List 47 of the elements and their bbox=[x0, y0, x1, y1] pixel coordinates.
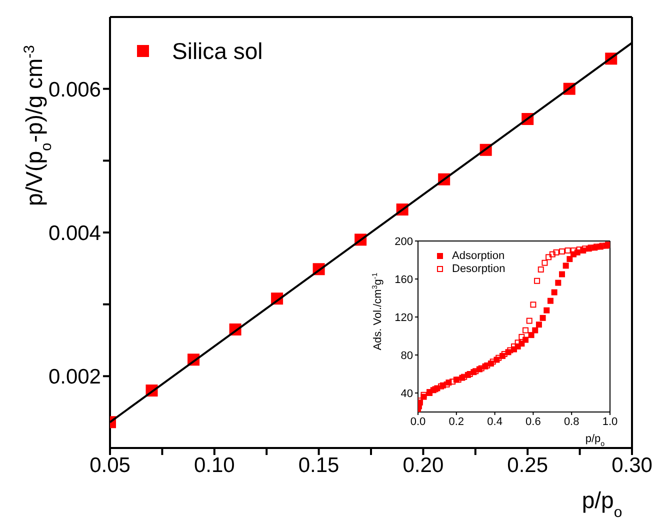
y-tick-label: 160 bbox=[394, 274, 413, 286]
x-tick-label: 0.15 bbox=[298, 454, 340, 477]
point bbox=[544, 307, 550, 314]
x-tick-label: 0.6 bbox=[526, 416, 541, 428]
point bbox=[559, 248, 565, 254]
x-tick-label: 0.0 bbox=[410, 416, 426, 428]
point bbox=[542, 260, 548, 266]
point bbox=[536, 322, 542, 328]
x-axis-title: p/p$_{o}$ bbox=[585, 433, 605, 448]
point bbox=[547, 298, 554, 304]
point bbox=[555, 280, 562, 286]
x-tick-label: 0.10 bbox=[194, 454, 235, 477]
x-tick-label: 0.30 bbox=[612, 454, 652, 477]
point bbox=[562, 262, 569, 269]
legend-label: Desorption bbox=[452, 262, 506, 276]
x-tick-label: 1.0 bbox=[602, 416, 618, 428]
point bbox=[564, 248, 571, 254]
point bbox=[534, 278, 540, 284]
point bbox=[551, 289, 558, 296]
point bbox=[546, 254, 552, 260]
point bbox=[566, 256, 573, 262]
x-tick-label: 0.20 bbox=[402, 454, 444, 477]
y-tick-label: 40 bbox=[400, 388, 413, 400]
point bbox=[522, 327, 529, 334]
x-tick-label: 0.8 bbox=[564, 416, 580, 428]
y-tick-label: 0.006 bbox=[48, 78, 101, 102]
legend-label: Silica sol bbox=[172, 38, 263, 64]
point bbox=[553, 249, 560, 256]
y-tick-label: 200 bbox=[394, 236, 413, 248]
point bbox=[518, 334, 525, 340]
point bbox=[526, 318, 532, 324]
x-tick-label: 0.25 bbox=[507, 454, 548, 477]
y-tick-label: 0.004 bbox=[48, 222, 102, 245]
point bbox=[549, 251, 556, 258]
point bbox=[532, 327, 538, 334]
legend-label: Adsorption bbox=[452, 250, 505, 263]
x-tick-label: 0.4 bbox=[487, 416, 502, 428]
y-tick-label: 0.002 bbox=[48, 366, 101, 389]
y-tick-label: 120 bbox=[394, 312, 413, 324]
x-axis-title: p/p$_{o}$ bbox=[582, 487, 622, 518]
y-tick-label: 80 bbox=[400, 350, 413, 362]
point bbox=[559, 271, 565, 278]
x-tick-label: 0.05 bbox=[90, 454, 130, 477]
x-tick-label: 0.2 bbox=[448, 416, 464, 428]
point bbox=[540, 314, 546, 321]
point bbox=[538, 266, 544, 272]
point bbox=[530, 302, 536, 308]
